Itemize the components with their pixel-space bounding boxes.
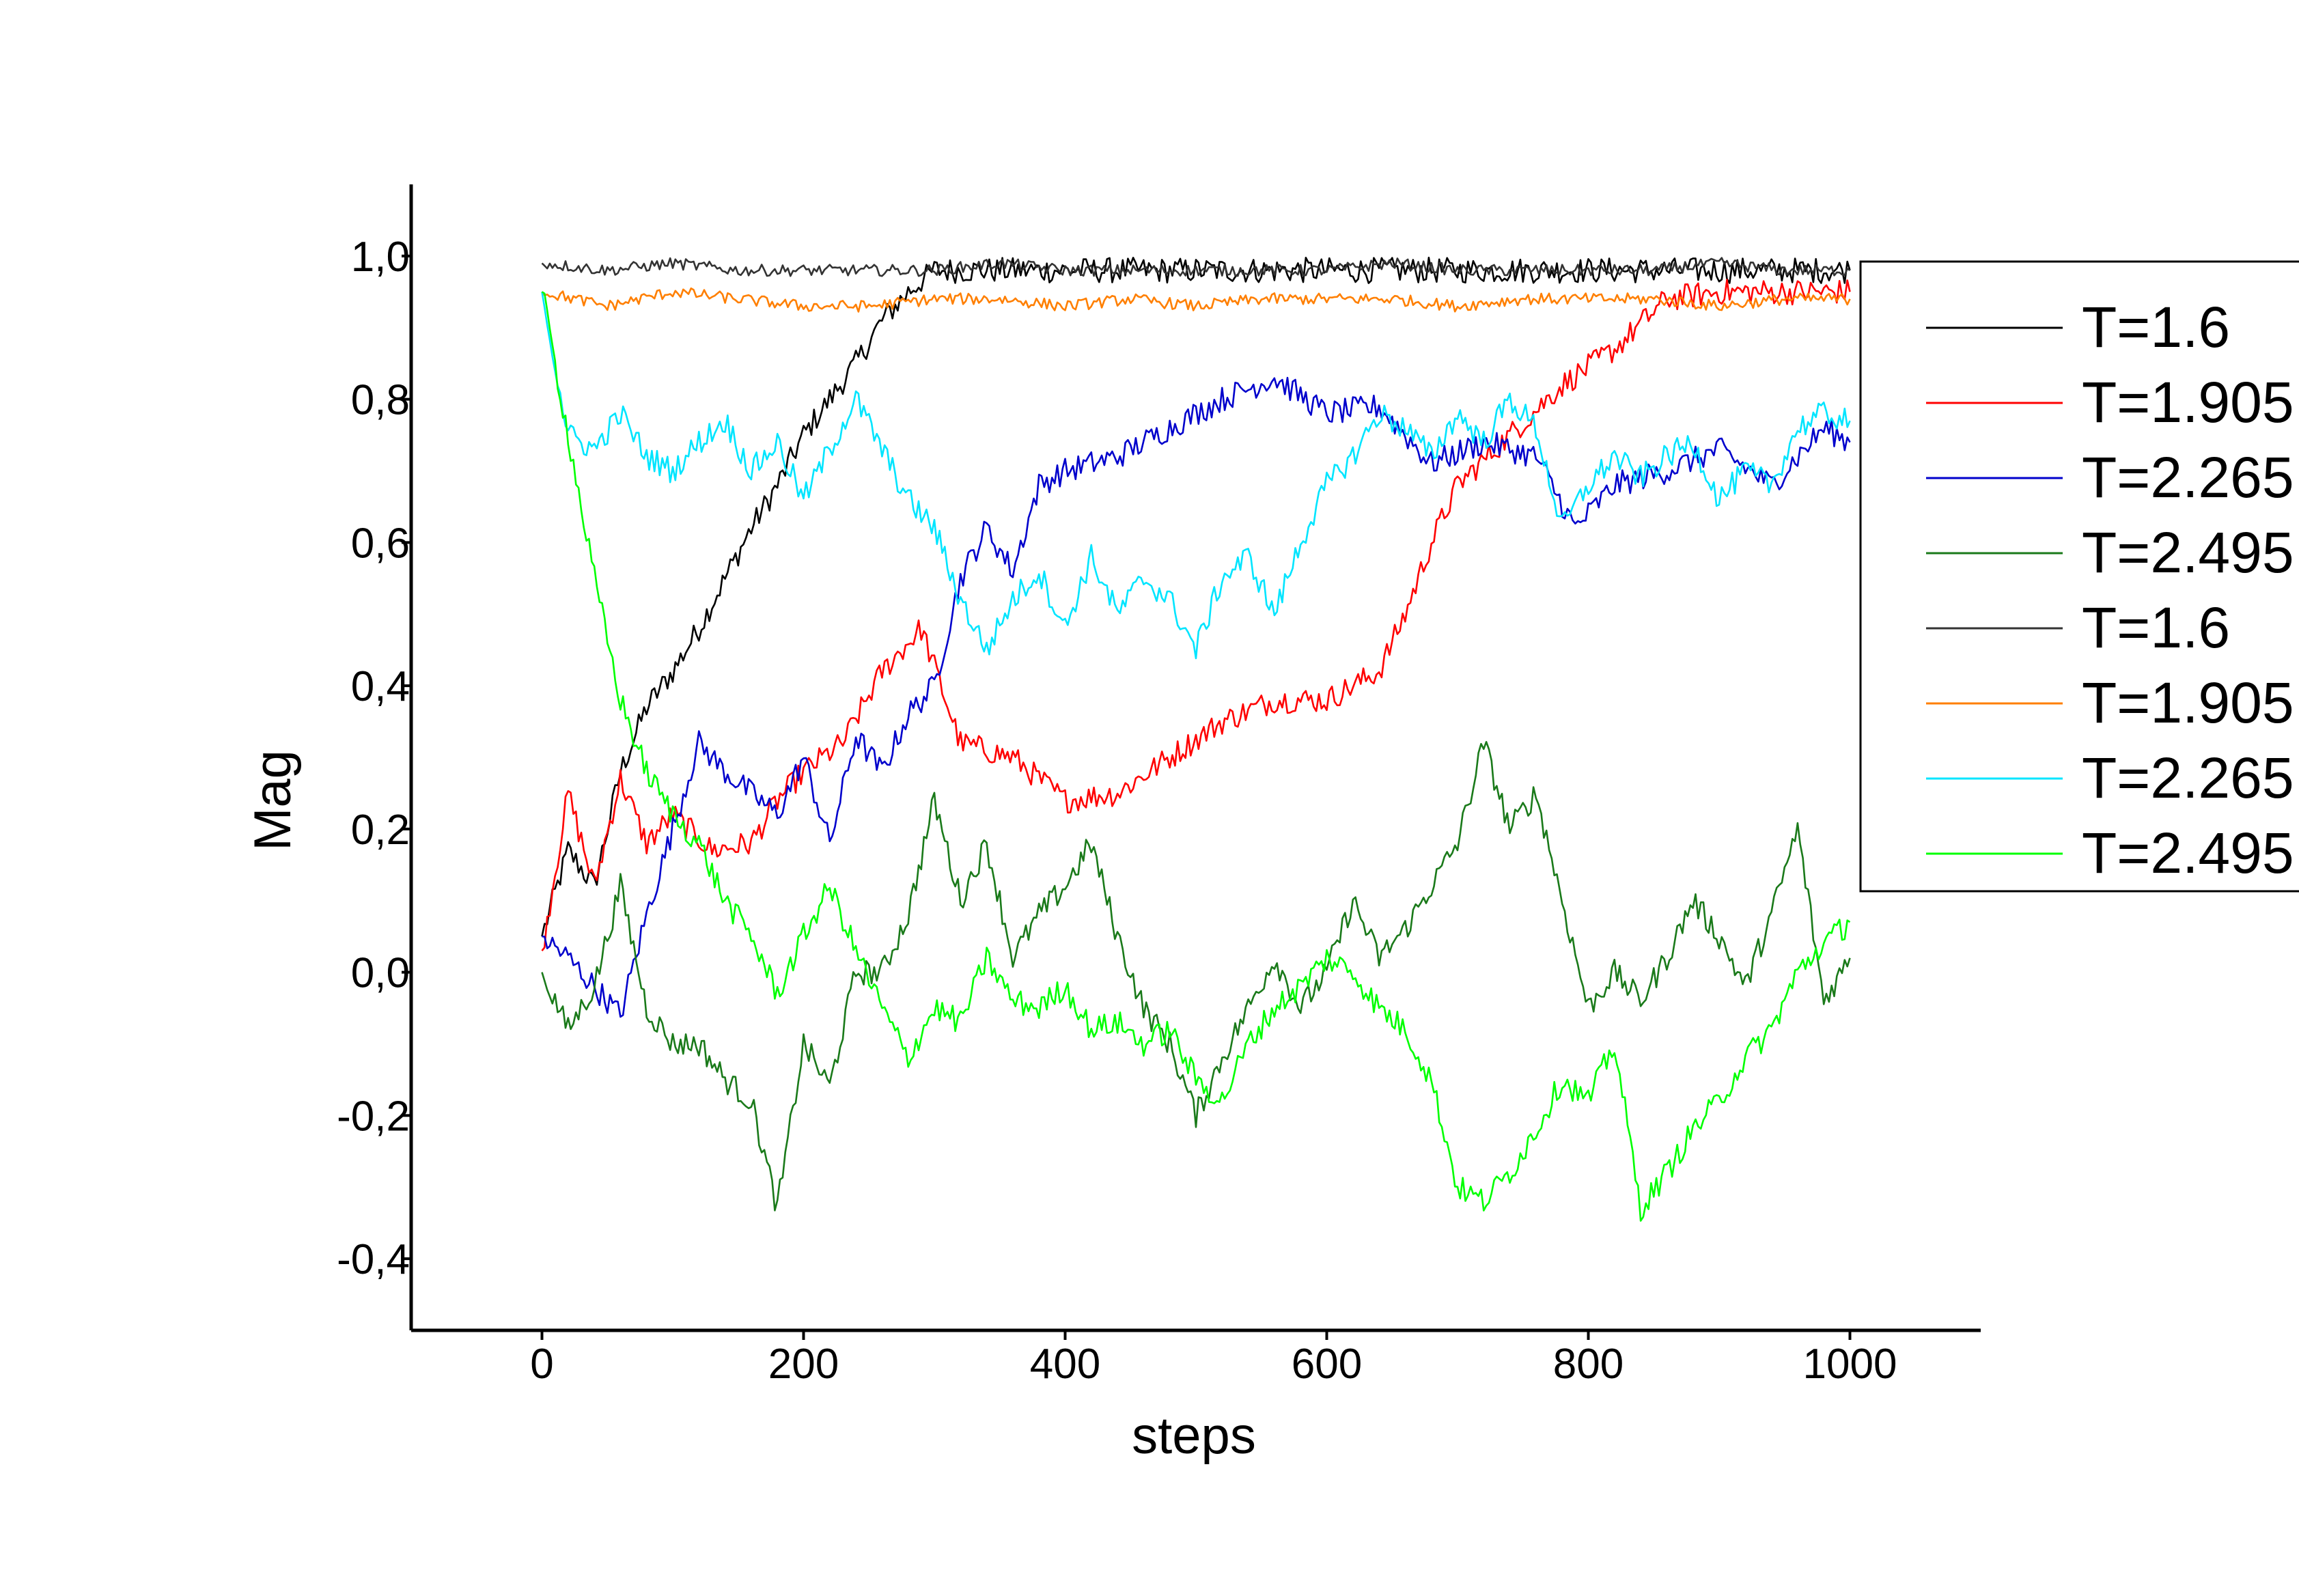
x-ticks: 0 200 400 600 800 1000: [530, 1330, 1897, 1388]
y-ticks: -0,4 -0,2 0,0 0,2 0,4 0,6 0,8 1,0: [337, 234, 411, 1283]
series-line-2: [541, 279, 1851, 951]
legend-label: T=1.905: [2082, 671, 2294, 735]
x-tick-label: 0: [530, 1341, 553, 1388]
series-line-8: [541, 291, 1851, 1222]
x-tick-label: 400: [1030, 1341, 1100, 1388]
y-axis-title: Mag: [244, 750, 302, 851]
series-line-7: [541, 292, 1851, 660]
x-tick-label: 800: [1553, 1341, 1624, 1388]
series-line-4: [541, 741, 1851, 1212]
legend-label: T=1.905: [2082, 370, 2294, 434]
x-tick-label: 600: [1292, 1341, 1362, 1388]
y-tick-label: -0,2: [337, 1093, 410, 1140]
y-tick-label: 0,0: [351, 950, 410, 997]
legend-label: T=1.6: [2082, 596, 2230, 660]
legend-label: T=2.265: [2082, 445, 2294, 509]
series-line-3: [542, 376, 1851, 1018]
y-tick-label: 0,6: [351, 520, 410, 567]
legend-items: T=1.6 T=1.905 T=2.265 T=2.495 T=1.6 T=1.905 T=…: [1926, 295, 2294, 885]
legend-label: T=2.265: [2082, 746, 2294, 810]
legend-box: [1859, 260, 2299, 893]
legend-label: T=1.6: [2082, 295, 2230, 359]
y-tick-label: -0,4: [337, 1236, 410, 1283]
series-line-5: [541, 257, 1851, 277]
legend: T=1.6 T=1.905 T=2.265 T=2.495 T=1.6 T=1.905 T=…: [1859, 260, 2299, 893]
x-tick-label: 1000: [1803, 1341, 1897, 1388]
y-tick-label: 0,8: [351, 377, 410, 424]
plot-lines: [541, 256, 1851, 1222]
y-tick-label: 0,4: [351, 663, 410, 710]
x-axis-title: steps: [1132, 1407, 1256, 1465]
legend-label: T=2.495: [2082, 821, 2294, 885]
y-tick-label: 0,2: [351, 807, 410, 854]
series-line-1: [541, 256, 1851, 937]
legend-label: T=2.495: [2082, 520, 2294, 585]
y-tick-label: 1,0: [351, 234, 410, 281]
series-line-6: [541, 287, 1851, 313]
x-tick-label: 200: [768, 1341, 839, 1388]
